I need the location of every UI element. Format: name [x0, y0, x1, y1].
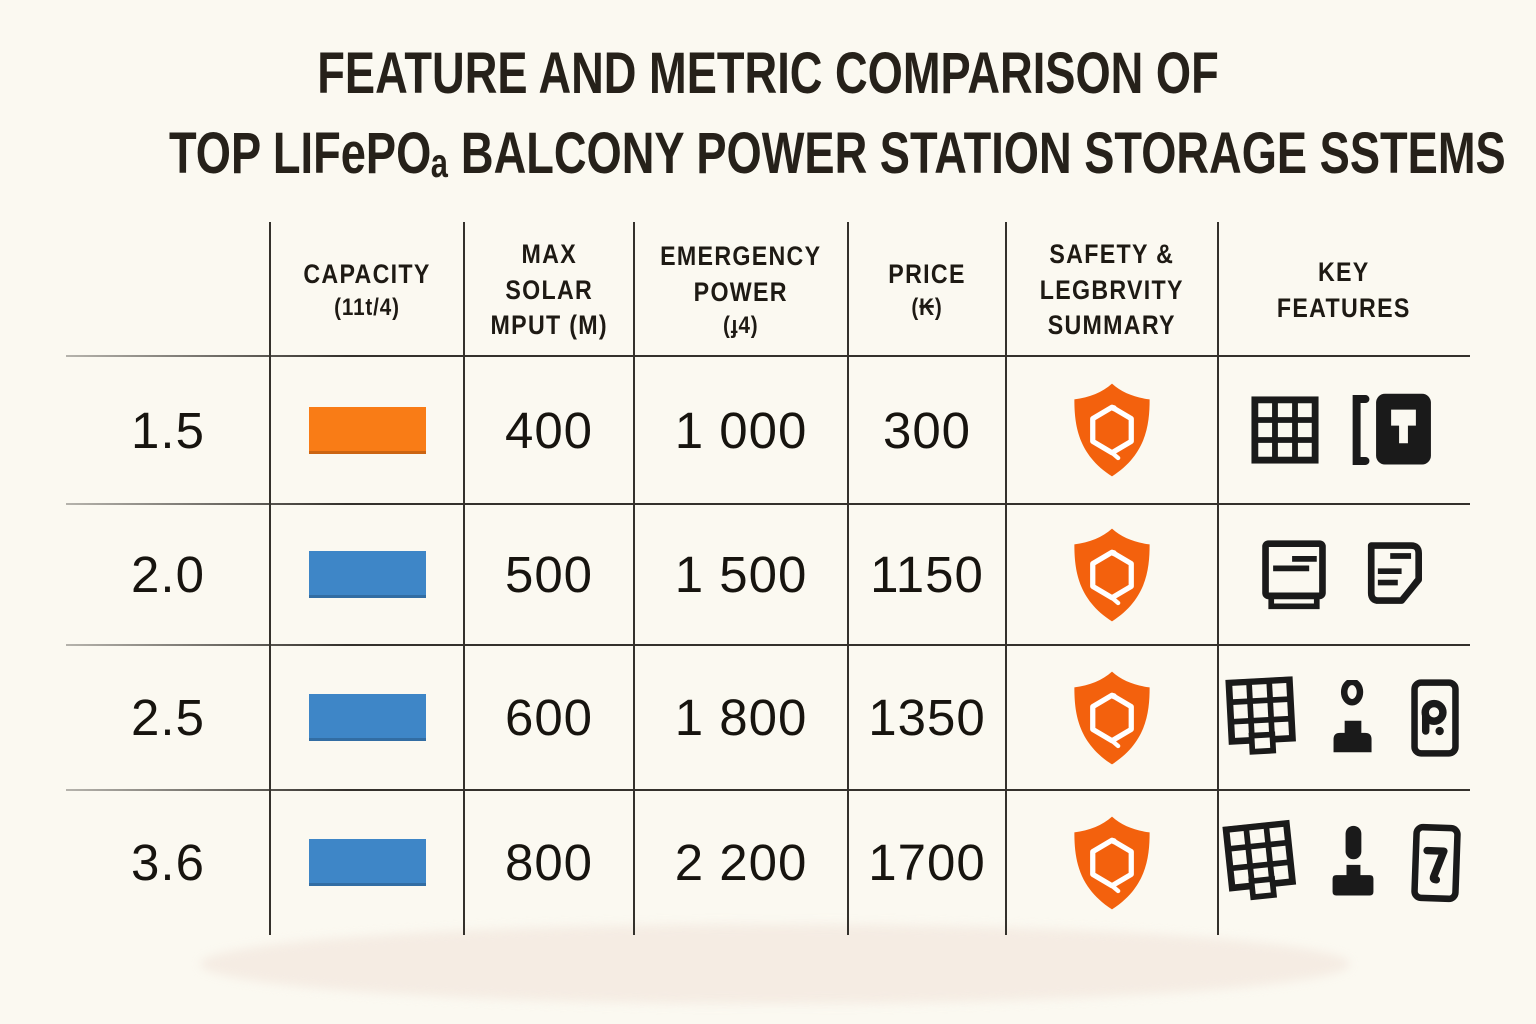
- safety-cell: [1006, 504, 1218, 645]
- page-title: FEATURE AND METRIC COMPARISON OF TOP LIF…: [0, 34, 1536, 194]
- row-capacity-label: 3.6: [131, 834, 205, 891]
- orange-shield-badge-icon: [1068, 381, 1156, 479]
- capacity-bar-cell: [270, 790, 464, 935]
- feature-icons-group: [1218, 790, 1470, 935]
- header-price-label: PRICE: [888, 258, 966, 289]
- comparison-table: CAPACITY (11t/4) MAX SOLAR MPUT (M) EMER…: [66, 225, 1470, 935]
- person-plug-icon: [1324, 679, 1382, 756]
- safety-cell: [1006, 645, 1218, 790]
- orange-shield-badge-icon: [1068, 814, 1156, 912]
- page-title-line-2: TOP LIFePOₐ BALCONY POWER STATION STORAG…: [168, 121, 1506, 187]
- capacity-bar: [308, 551, 426, 598]
- smart-display-icon: [1408, 822, 1465, 904]
- row-divider: [66, 355, 1470, 357]
- emergency-power-value: 2 200: [674, 834, 808, 891]
- smart-meter-icon: [1408, 678, 1462, 758]
- row-divider: [66, 644, 1470, 646]
- orange-shield-badge-icon: [1068, 526, 1156, 624]
- emergency-power-value: 1 500: [674, 546, 808, 603]
- header-safety-line3: SUMMARY: [1047, 310, 1177, 341]
- capacity-bar-cell: [270, 645, 464, 790]
- header-capacity-label: CAPACITY: [303, 258, 431, 289]
- header-safety-line2: LEGBRVITY: [1039, 274, 1185, 305]
- row-divider: [66, 789, 1470, 791]
- max-solar-value: 600: [504, 689, 594, 746]
- floor-shadow-ellipse: [200, 924, 1350, 1004]
- solar-panel-grid-icon: [1250, 395, 1320, 465]
- row-capacity-label: 2.0: [131, 546, 205, 603]
- capacity-bar-cell: [270, 504, 464, 645]
- price-value: 1150: [870, 546, 984, 603]
- row-capacity-label: 1.5: [131, 401, 205, 459]
- column-divider: [269, 222, 271, 935]
- column-divider: [847, 222, 849, 935]
- page-title-line-1: FEATURE AND METRIC COMPARISON OF: [317, 41, 1219, 106]
- header-key-line1: KEY: [1318, 256, 1370, 287]
- safety-cell: [1006, 356, 1218, 504]
- header-price: PRICE (₭): [848, 225, 1006, 356]
- header-max-solar: MAX SOLAR MPUT (M): [464, 225, 634, 356]
- solar-panel-grid-icon: [1224, 675, 1300, 760]
- header-empty: [66, 225, 270, 356]
- header-emergency-line2: POWER: [693, 276, 789, 307]
- capacity-bar-cell: [270, 356, 464, 504]
- solar-panel-grid-icon: [1221, 819, 1301, 906]
- header-emergency-line1: EMERGENCY: [660, 241, 822, 272]
- plug-figure-icon: [1323, 824, 1383, 902]
- header-emergency-unit: (ɟ4): [723, 312, 759, 340]
- header-max-solar-line3: MPUT (M): [490, 310, 608, 341]
- header-max-solar-line1: MAX: [521, 239, 577, 270]
- header-max-solar-line2: SOLAR: [505, 274, 593, 305]
- document-icon: [1357, 537, 1431, 613]
- price-value: 1700: [868, 834, 986, 891]
- header-safety: SAFETY & LEGBRVITY SUMMARY: [1006, 225, 1218, 356]
- column-divider: [1217, 222, 1219, 935]
- storage-module-icon: [1257, 537, 1331, 613]
- header-capacity-unit: (11t/4): [334, 294, 400, 322]
- capacity-bar: [308, 839, 426, 886]
- column-divider: [633, 222, 635, 935]
- feature-icons-group: [1218, 356, 1470, 504]
- orange-shield-badge-icon: [1068, 669, 1156, 767]
- header-safety-line1: SAFETY &: [1049, 239, 1175, 270]
- price-value: 300: [882, 401, 972, 459]
- feature-icons-group: [1218, 645, 1470, 790]
- emergency-power-value: 1 800: [674, 689, 808, 746]
- price-value: 1350: [868, 689, 986, 746]
- header-key-line2: FEATURES: [1277, 292, 1411, 323]
- header-emergency-power: EMERGENCY POWER (ɟ4): [634, 225, 848, 356]
- capacity-bar: [308, 694, 426, 741]
- header-capacity: CAPACITY (11t/4): [270, 225, 464, 356]
- capacity-bar: [308, 406, 426, 454]
- header-key-features: KEY FEATURES: [1218, 225, 1470, 356]
- header-price-unit: (₭): [911, 294, 943, 322]
- feature-icons-group: [1218, 504, 1470, 645]
- row-capacity-label: 2.5: [131, 689, 205, 746]
- column-divider: [1005, 222, 1007, 935]
- column-divider: [463, 222, 465, 935]
- safety-cell: [1006, 790, 1218, 935]
- charging-device-icon: [1346, 391, 1438, 469]
- max-solar-value: 500: [504, 546, 594, 603]
- max-solar-value: 800: [504, 834, 594, 891]
- emergency-power-value: 1 000: [674, 401, 808, 459]
- max-solar-value: 400: [504, 401, 594, 459]
- row-divider: [66, 503, 1470, 505]
